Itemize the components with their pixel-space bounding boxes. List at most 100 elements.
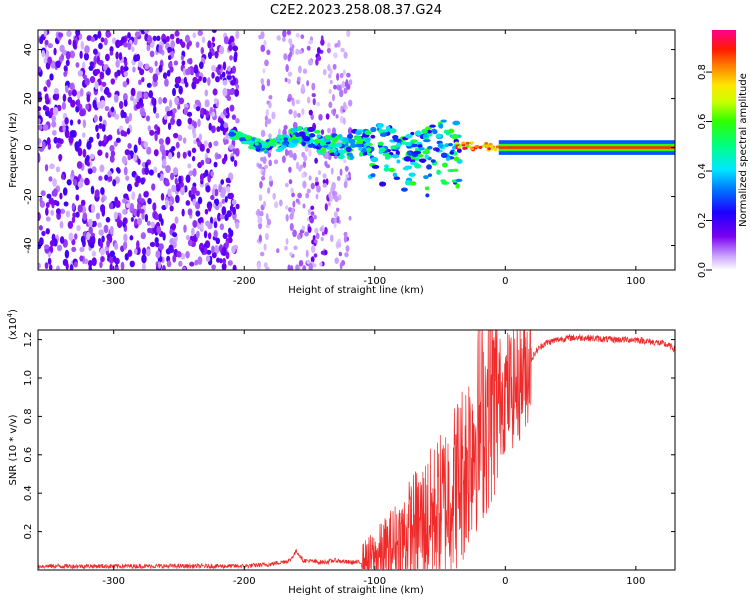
colorbar-tick-label: 0.4	[697, 163, 708, 179]
spectral-cell	[161, 149, 167, 157]
spectral-cell	[172, 107, 177, 114]
spectral-cell	[153, 149, 159, 157]
spectral-cell	[152, 35, 157, 42]
spectral-cell	[448, 142, 453, 147]
snr-frame	[37, 329, 676, 571]
spectral-cell	[149, 50, 155, 58]
spectral-cell	[200, 47, 205, 55]
spectral-cell	[157, 261, 162, 269]
spectral-cell	[167, 188, 172, 198]
spectral-cell	[422, 134, 429, 138]
spectral-cell	[183, 76, 188, 84]
spectral-cell	[285, 205, 289, 210]
spectral-cell	[138, 193, 142, 203]
spectral-cell	[392, 172, 398, 178]
spectral-cell	[154, 60, 158, 67]
spectral-cell	[87, 168, 93, 175]
spectral-cell	[297, 76, 301, 82]
spectral-cell	[341, 80, 346, 88]
spectral-cell	[69, 50, 76, 59]
spectral-cell	[339, 72, 344, 79]
spectral-cell	[328, 101, 333, 108]
spectral-cell	[101, 235, 105, 243]
spectral-cell	[88, 65, 94, 71]
spectral-cell	[204, 89, 209, 97]
spectral-cell	[55, 60, 61, 69]
spectral-cell	[170, 146, 176, 152]
spectral-cell	[456, 148, 462, 153]
spectral-cell	[276, 35, 281, 41]
spectral-cell	[452, 145, 457, 150]
spectral-cell	[89, 241, 95, 249]
spectral-cell	[76, 90, 81, 100]
spectral-cell	[185, 234, 190, 241]
bottom-x-tick-label: 0	[502, 576, 508, 587]
spectral-cell	[123, 233, 128, 243]
spectral-cell	[186, 111, 193, 117]
spectral-cell	[227, 260, 233, 266]
spectral-cell	[105, 31, 112, 38]
spectral-cell	[58, 32, 64, 38]
spectral-cell	[43, 57, 48, 64]
spectral-cell	[211, 188, 216, 197]
spectral-cell	[109, 250, 115, 258]
spectral-cell	[409, 181, 417, 186]
spectral-cell	[59, 44, 65, 53]
spectral-cell	[245, 135, 252, 141]
spectral-cell	[207, 51, 213, 60]
spectral-cell	[86, 35, 93, 42]
spectral-cell	[423, 175, 429, 180]
spectral-cell	[455, 178, 463, 182]
spectral-cell	[283, 140, 289, 144]
spectral-cell	[133, 153, 138, 162]
spectral-cell	[274, 138, 281, 143]
spectral-cell	[183, 106, 188, 116]
spectral-cell	[478, 145, 483, 149]
spectral-cell	[228, 131, 236, 137]
spectral-cell	[207, 40, 212, 49]
spectral-cell	[146, 44, 151, 52]
spectral-cell	[158, 64, 163, 73]
spectral-cell	[124, 60, 128, 67]
spectral-cell	[170, 117, 176, 126]
spectral-cell	[314, 227, 319, 234]
spectral-cell	[206, 148, 210, 154]
spectral-cell	[185, 174, 191, 184]
spectral-cell	[109, 263, 113, 270]
spectral-cell	[192, 132, 197, 139]
spectral-cell	[88, 136, 94, 143]
spectral-cell	[161, 205, 167, 211]
spectral-cell	[82, 132, 86, 138]
spectral-cell	[213, 161, 218, 168]
spectral-cell	[120, 129, 126, 137]
spectral-cell	[315, 176, 319, 183]
spectral-cell	[219, 214, 225, 220]
spectral-cell	[140, 232, 146, 240]
spectral-cell	[133, 54, 139, 62]
spectral-cell	[284, 245, 288, 251]
spectral-cell	[354, 130, 363, 136]
spectral-cell	[402, 166, 410, 171]
spectral-cell	[90, 36, 96, 43]
spectral-cell	[231, 114, 237, 120]
bottom-x-axis: -300 -200 -100 0 100	[102, 330, 645, 587]
spectral-cell	[392, 154, 400, 159]
spectral-cell	[336, 85, 342, 91]
spectral-cell	[457, 145, 462, 149]
spectral-cell	[366, 141, 371, 145]
spectral-cell	[97, 222, 102, 229]
spectral-cell	[153, 105, 157, 114]
spectral-cell	[107, 170, 112, 177]
spectral-cell	[281, 155, 286, 163]
spectral-cell	[46, 137, 51, 146]
spectral-cell	[226, 210, 232, 218]
spectral-cell	[172, 241, 177, 249]
spectral-cell	[276, 248, 280, 254]
spectral-cell	[286, 30, 291, 35]
spectral-cell	[162, 158, 167, 167]
spectral-cell	[422, 138, 431, 143]
spectral-cell	[321, 231, 325, 236]
spectral-cell	[324, 226, 328, 235]
spectral-cell	[205, 157, 211, 165]
